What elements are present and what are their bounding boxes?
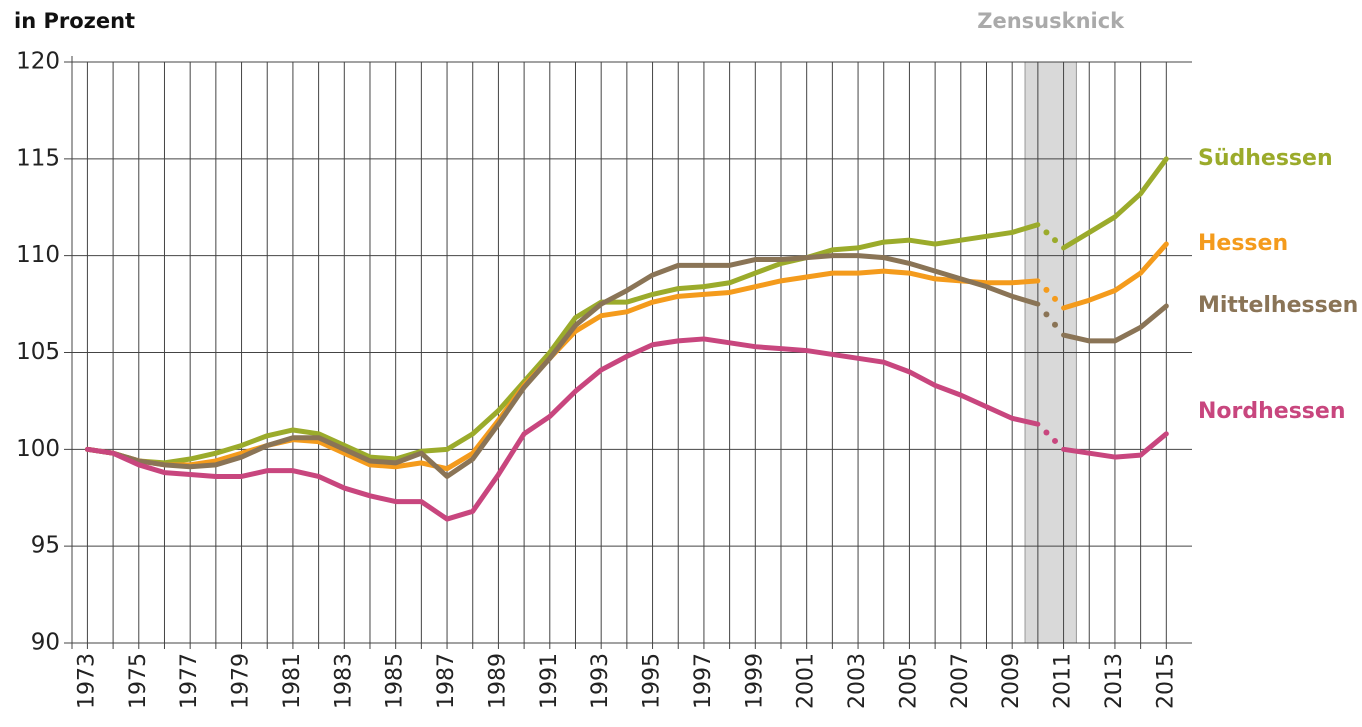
census-gap-dot [1051,295,1058,302]
legend-label: Mittelhessen [1198,293,1358,318]
x-tick-label: 1987 [434,653,459,709]
x-tick-label: 1979 [229,653,254,709]
series-line [84,336,1041,522]
legend-label: Nordhessen [1198,399,1345,424]
x-tick-label: 1997 [691,653,716,709]
series-line [84,253,1041,479]
x-tick-label: 2005 [896,653,921,709]
y-tick-label: 110 [16,242,60,268]
series-line [1061,156,1169,251]
x-tick-label: 1977 [177,653,202,709]
x-tick-label: 2015 [1153,653,1178,709]
x-tick-label: 1999 [742,653,767,709]
y-tick-label: 120 [16,49,60,75]
series-line [84,222,1041,466]
x-tick-label: 2007 [948,653,973,709]
series-line [1061,303,1169,344]
census-gap-dot [1051,321,1058,328]
x-tick-label: 1995 [640,653,665,709]
census-gap-dot [1043,229,1050,236]
census-gap-dot [1051,237,1058,244]
series-line [1061,241,1169,311]
census-gap-dot [1043,311,1050,318]
series-line [84,268,1041,472]
chart-title: in Prozent [14,9,135,33]
x-tick-label: 2011 [1051,653,1076,709]
x-tick-label: 1981 [280,653,305,709]
census-gap-dot [1043,429,1050,436]
x-tick-label: 2001 [794,653,819,709]
y-tick-label: 115 [16,145,60,171]
x-tick-label: 1983 [331,653,356,709]
legend-label: Südhessen [1198,146,1333,171]
y-tick-label: 100 [16,436,60,462]
x-tick-label: 2009 [999,653,1024,709]
y-tick-label: 95 [31,533,60,559]
x-tick-label: 1985 [383,653,408,709]
x-tick-label: 1973 [74,653,99,709]
x-tick-label: 2013 [1102,653,1127,709]
y-tick-label: 105 [16,339,60,365]
x-tick-label: 1975 [126,653,151,709]
series-line [1061,431,1169,460]
x-tick-label: 1991 [537,653,562,709]
x-tick-label: 1993 [588,653,613,709]
legend-label: Hessen [1198,231,1288,256]
x-tick-label: 1989 [485,653,510,709]
census-gap-dot [1043,286,1050,293]
y-tick-label: 90 [31,630,60,656]
census-label: Zensusknick [977,9,1125,33]
census-gap-dot [1051,437,1058,444]
x-tick-label: 2003 [845,653,870,709]
